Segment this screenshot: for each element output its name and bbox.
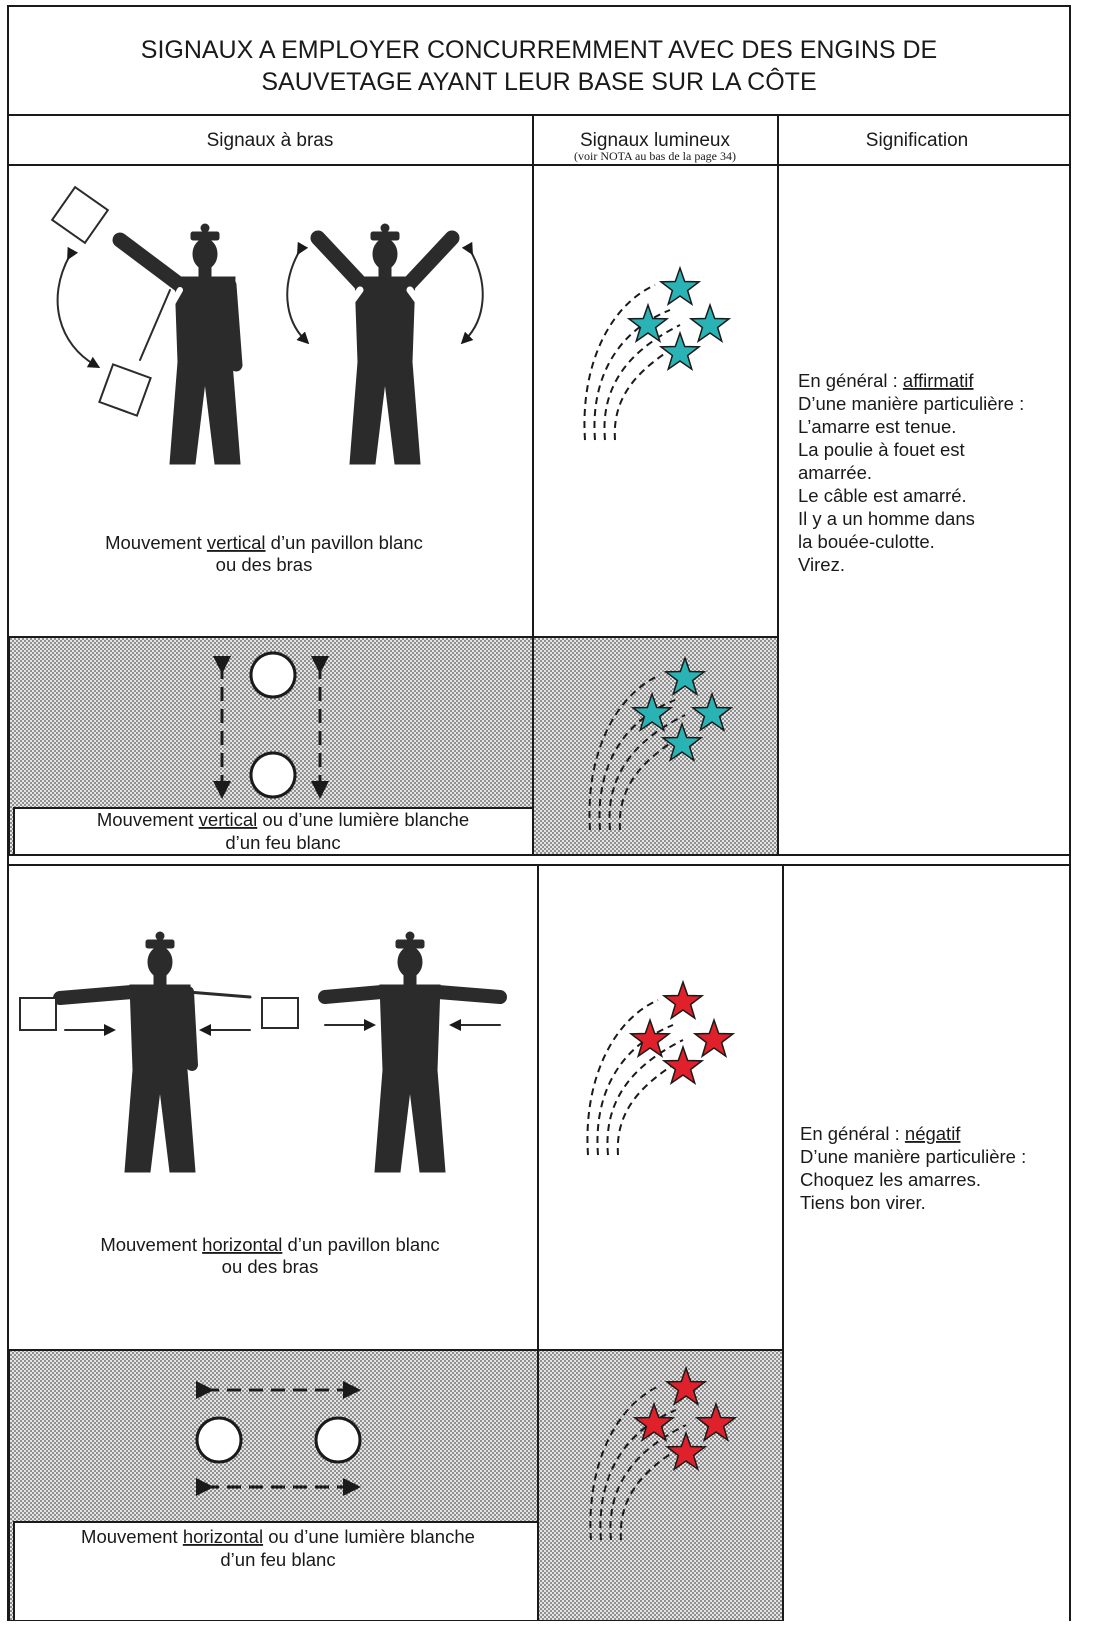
meaning-line: la bouée-culotte. <box>798 531 935 552</box>
graphic <box>532 636 779 856</box>
graphic <box>249 751 297 799</box>
caption-underlined: vertical <box>199 809 258 830</box>
graphic <box>112 232 188 293</box>
graphic <box>690 304 730 342</box>
caption-line: Mouvement horizontal ou d’une lumière bl… <box>81 1526 475 1547</box>
title-line: SAUVETAGE AYANT LEUR BASE SUR LA CÔTE <box>261 67 816 96</box>
caption-line: ou des bras <box>222 1256 319 1277</box>
meaning-line: Il y a un homme dans <box>798 508 975 529</box>
captions: Mouvement vertical d’un pavillon blancou… <box>81 370 1026 1570</box>
graphic <box>431 985 507 1004</box>
graphic <box>660 267 700 305</box>
graphic <box>586 999 684 1156</box>
meaning-label: En général : <box>800 1123 905 1144</box>
graphic <box>663 1046 703 1084</box>
graphic <box>316 286 364 349</box>
arm-signal-affirmative <box>50 185 484 465</box>
graphic <box>583 284 681 441</box>
meaning-line: L’amarre est tenue. <box>798 416 956 437</box>
graphic <box>249 651 297 699</box>
graphic <box>374 931 446 1173</box>
caption-line: d’un feu blanc <box>220 1549 335 1570</box>
graphic <box>139 289 171 361</box>
graphic <box>50 185 110 245</box>
meaning-keyword: négatif <box>905 1123 961 1144</box>
graphic <box>261 997 299 1029</box>
graphic <box>660 332 700 370</box>
arm-signal-negative <box>19 931 507 1173</box>
caption-underlined: horizontal <box>183 1526 263 1547</box>
caption-line: d’un feu blanc <box>225 832 340 853</box>
caption-line: Mouvement vertical d’un pavillon blanc <box>105 532 423 553</box>
caption-line: Mouvement vertical ou d’une lumière blan… <box>97 809 469 830</box>
caption-text: Mouvement <box>100 1234 202 1255</box>
meaning-line: La poulie à fouet est <box>798 439 965 460</box>
meaning-line: D’une manière particulière : <box>800 1146 1026 1167</box>
graphic <box>694 1019 734 1057</box>
graphic <box>19 997 57 1031</box>
meaning-line: Virez. <box>798 554 845 575</box>
graphic <box>663 981 703 1019</box>
caption-text: Mouvement <box>81 1526 183 1547</box>
meaning-line: Tiens bon virer. <box>800 1192 926 1213</box>
caption-line: ou des bras <box>216 554 313 575</box>
caption-text: ou d’une lumière blanche <box>263 1526 475 1547</box>
meaning-keyword: affirmatif <box>903 370 974 391</box>
meaning-line: D’une manière particulière : <box>798 393 1024 414</box>
graphic <box>124 931 196 1173</box>
graphic <box>137 287 183 363</box>
graphic <box>406 286 454 349</box>
graphic <box>286 241 310 345</box>
caption-underlined: horizontal <box>202 1234 282 1255</box>
graphic <box>537 1349 784 1622</box>
graphic <box>400 230 460 293</box>
graphic <box>318 985 389 1004</box>
column-note: (voir NOTA au bas de la page 34) <box>574 149 736 163</box>
light-movements <box>195 651 362 1496</box>
graphic <box>186 990 252 999</box>
graphic <box>13 1521 539 1622</box>
graphic <box>349 223 421 465</box>
graphic <box>56 246 101 368</box>
caption-line: Mouvement horizontal d’un pavillon blanc <box>100 1234 439 1255</box>
column-header: Signification <box>866 130 968 151</box>
meaning-label: En général : <box>798 370 903 391</box>
meaning-heading: En général : affirmatif <box>798 370 974 391</box>
caption-text: Mouvement <box>97 809 199 830</box>
meaning-line: Choquez les amarres. <box>800 1169 981 1190</box>
graphic <box>53 985 139 1005</box>
caption-text: d’un pavillon blanc <box>266 532 423 553</box>
graphic <box>13 807 534 856</box>
graphic <box>310 230 370 293</box>
column-header: Signaux lumineux <box>580 130 730 151</box>
meaning-heading: En général : négatif <box>800 1123 961 1144</box>
title-line: SIGNAUX A EMPLOYER CONCURREMMENT AVEC DE… <box>141 36 937 64</box>
graphic <box>223 278 243 372</box>
caption-underlined: vertical <box>207 532 266 553</box>
caption-text: d’un pavillon blanc <box>282 1234 439 1255</box>
meaning-line: amarrée. <box>798 462 872 483</box>
graphic <box>98 363 152 417</box>
graphic <box>195 1416 243 1464</box>
graphic <box>460 241 484 345</box>
graphic <box>182 986 198 1071</box>
table-frame <box>7 5 1071 1626</box>
caption-text: ou d’une lumière blanche <box>257 809 469 830</box>
meaning-line: Le câble est amarré. <box>798 485 967 506</box>
graphic <box>314 1416 362 1464</box>
column-header: Signaux à bras <box>207 130 334 151</box>
caption-text: Mouvement <box>105 532 207 553</box>
